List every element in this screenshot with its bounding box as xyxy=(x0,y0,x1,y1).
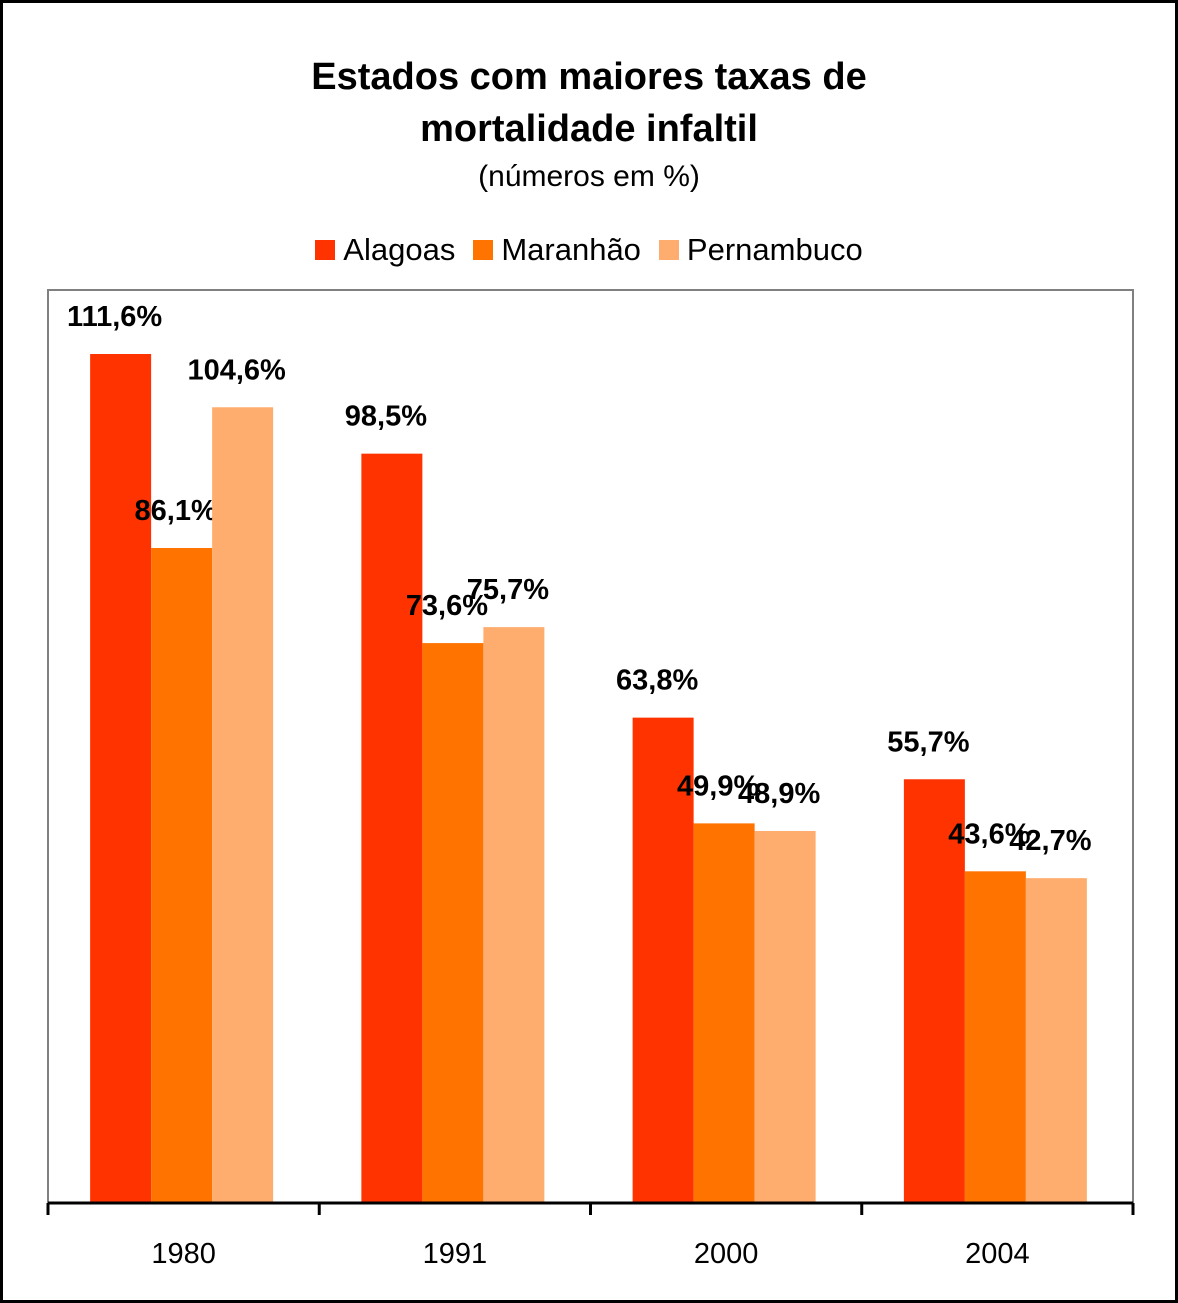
data-label-pernambuco-2000: 48,9% xyxy=(738,778,820,810)
bar-alagoas-1980 xyxy=(90,354,152,1203)
legend-item-pernambuco: Pernambuco xyxy=(658,232,863,268)
bar-pernambuco-2000 xyxy=(754,830,816,1203)
data-label-pernambuco-1991: 75,7% xyxy=(467,574,549,606)
data-label-pernambuco-2004: 42,7% xyxy=(1009,825,1091,857)
legend-label-alagoas: Alagoas xyxy=(343,232,456,267)
bar-pernambuco-1991 xyxy=(483,627,545,1203)
bar-maranhao-1991 xyxy=(422,643,484,1203)
chart-title-line1: Estados com maiores taxas de xyxy=(311,56,867,98)
data-label-pernambuco-1980: 104,6% xyxy=(187,354,286,386)
bar-alagoas-2000 xyxy=(632,717,694,1203)
x-tick-label-2004: 2004 xyxy=(965,1238,1030,1270)
bar-pernambuco-1980 xyxy=(212,407,274,1203)
bar-alagoas-2004 xyxy=(903,779,965,1203)
x-tick-label-1980: 1980 xyxy=(151,1238,216,1270)
legend-label-pernambuco: Pernambuco xyxy=(686,232,863,267)
data-label-maranhao-1991: 73,6% xyxy=(406,590,488,622)
legend-swatch-pernambuco xyxy=(658,240,679,260)
bar-pernambuco-2004 xyxy=(1025,878,1087,1203)
legend: Alagoas Maranhão Pernambuco xyxy=(0,232,1178,268)
legend-item-maranhao: Maranhão xyxy=(473,232,641,268)
bar-maranhao-2000 xyxy=(693,823,755,1203)
chart-title-line2: mortalidade infaltil xyxy=(420,108,758,150)
x-tick-label-2000: 2000 xyxy=(694,1238,759,1270)
legend-swatch-alagoas xyxy=(315,240,336,260)
x-tick-label-1991: 1991 xyxy=(423,1238,488,1270)
data-label-alagoas-2004: 55,7% xyxy=(887,726,969,758)
bar-alagoas-1991 xyxy=(361,453,423,1204)
data-label-alagoas-2000: 63,8% xyxy=(616,665,698,697)
legend-label-maranhao: Maranhão xyxy=(501,232,641,267)
chart-subtitle: (números em %) xyxy=(478,160,700,193)
data-label-maranhao-1980: 86,1% xyxy=(135,495,217,527)
bar-maranhao-1980 xyxy=(151,547,213,1203)
legend-swatch-maranhao xyxy=(473,240,494,260)
data-label-alagoas-1991: 98,5% xyxy=(345,401,427,433)
bar-maranhao-2004 xyxy=(964,871,1026,1203)
legend-item-alagoas: Alagoas xyxy=(315,232,455,268)
data-label-maranhao-2004: 43,6% xyxy=(948,818,1030,850)
data-label-maranhao-2000: 49,9% xyxy=(677,770,759,802)
data-label-alagoas-1980: 111,6% xyxy=(67,301,162,333)
